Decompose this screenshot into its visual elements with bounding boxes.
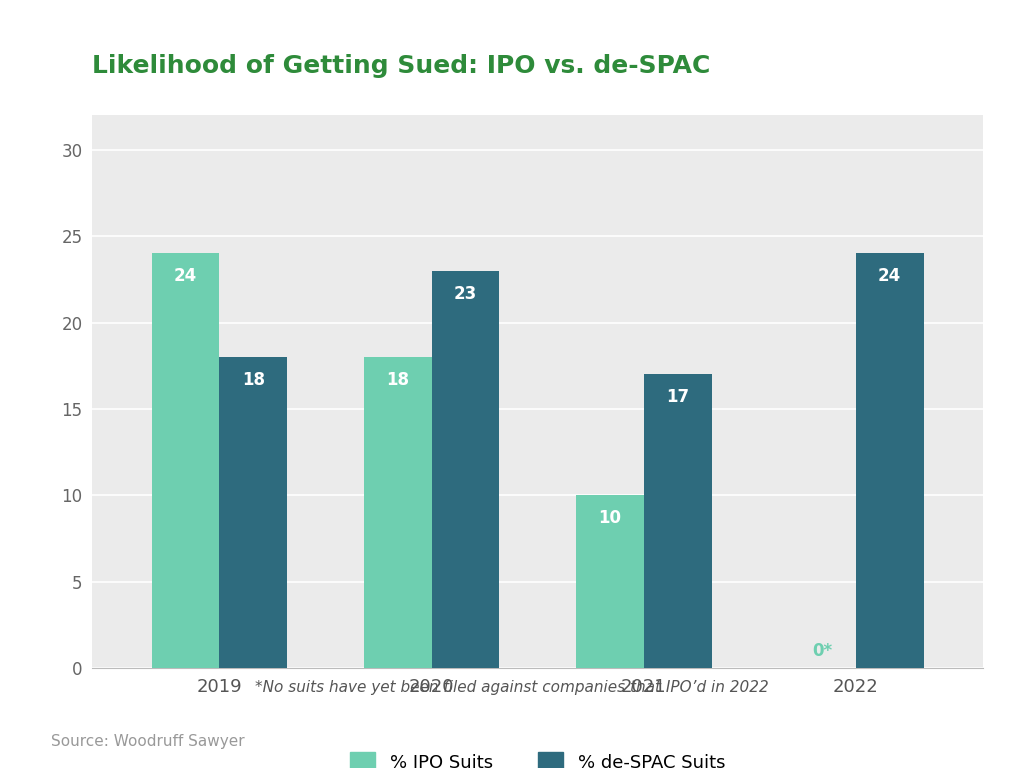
Text: 24: 24	[879, 267, 901, 285]
Bar	[219, 357, 288, 668]
Text: *No suits have yet been filed against companies that IPO’d in 2022: *No suits have yet been filed against co…	[255, 680, 769, 695]
Text: Source: Woodruff Sawyer: Source: Woodruff Sawyer	[51, 733, 245, 749]
Text: 24: 24	[174, 267, 197, 285]
Text: 0*: 0*	[812, 641, 831, 660]
Text: Likelihood of Getting Sued: IPO vs. de-SPAC: Likelihood of Getting Sued: IPO vs. de-S…	[92, 54, 711, 78]
Text: 10: 10	[598, 509, 622, 527]
Bar	[152, 253, 219, 668]
Text: 17: 17	[666, 389, 689, 406]
Bar	[431, 271, 500, 668]
Bar	[364, 357, 431, 668]
Bar	[856, 253, 924, 668]
Text: 18: 18	[242, 371, 265, 389]
Bar	[644, 375, 712, 668]
Text: 18: 18	[386, 371, 410, 389]
Legend: % IPO Suits, % de-SPAC Suits: % IPO Suits, % de-SPAC Suits	[341, 743, 734, 768]
Bar	[575, 495, 644, 668]
Text: 23: 23	[454, 285, 477, 303]
